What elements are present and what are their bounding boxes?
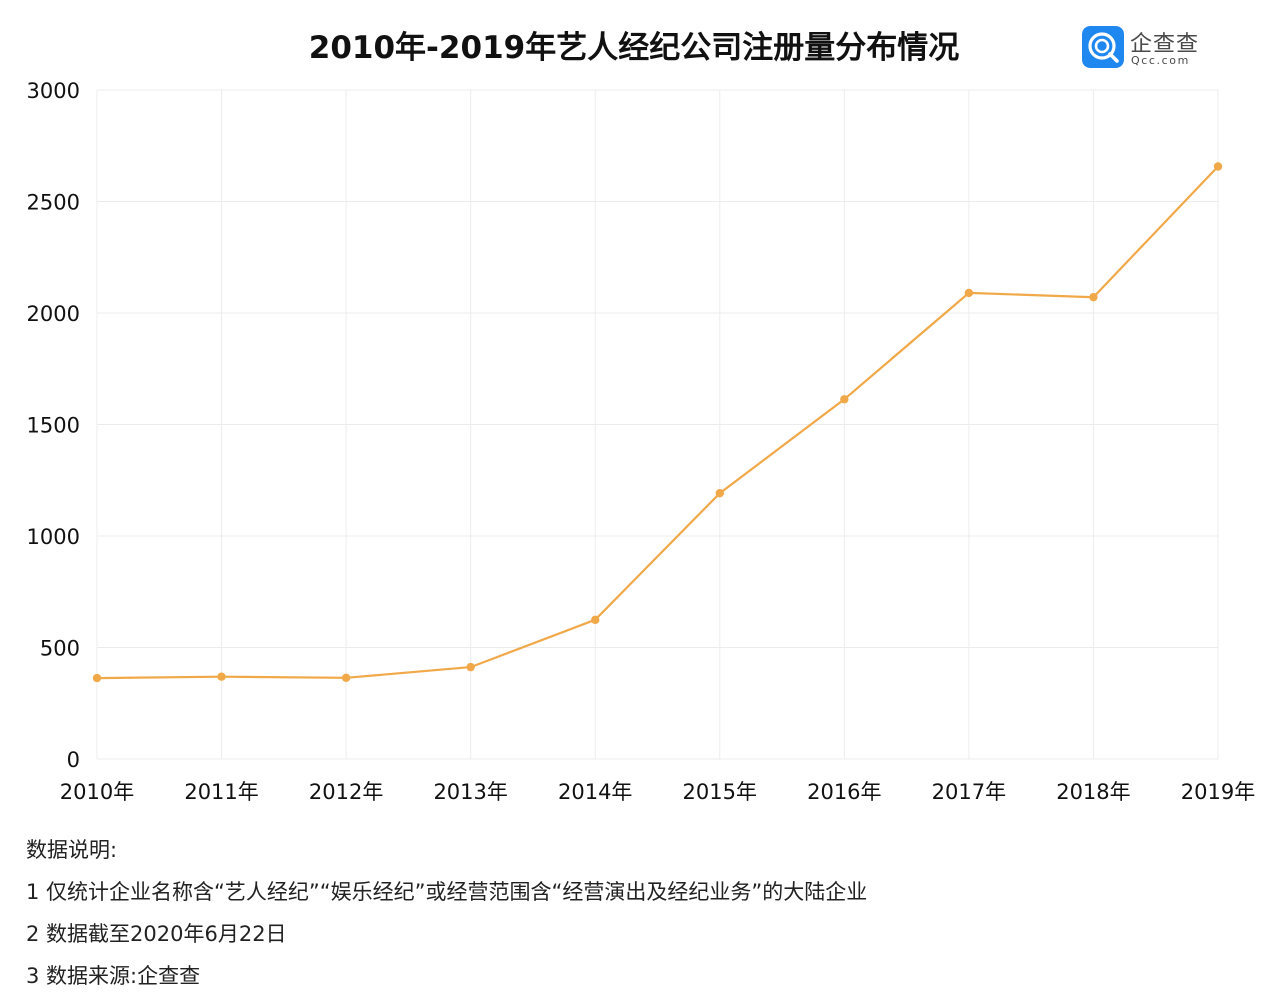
data-point	[341, 673, 351, 683]
data-point	[92, 673, 102, 683]
x-tick-label: 2013年	[433, 780, 507, 804]
data-point	[1089, 292, 1098, 302]
logo-name: 企查查	[1130, 32, 1200, 57]
x-tick-label: 2018年	[1056, 780, 1130, 804]
note-line-2: 2 数据截至2020年6月22日	[26, 922, 287, 946]
data-point	[591, 615, 600, 625]
data-point	[715, 488, 724, 498]
x-tick-label: 2019年	[1181, 780, 1255, 804]
qcc-q-search-icon	[1082, 26, 1124, 68]
x-tick-label: 2010年	[60, 780, 134, 804]
qcc-logo: 企查查 Qcc.com	[1082, 26, 1242, 70]
notes-heading: 数据说明:	[26, 838, 118, 862]
x-tick-label: 2017年	[932, 780, 1006, 804]
note-line-1: 1 仅统计企业名称含“艺人经纪”“娱乐经纪”或经营范围含“经营演出及经纪业务”的…	[26, 880, 868, 904]
x-tick-label: 2012年	[309, 780, 383, 804]
y-tick-label: 3000	[27, 79, 80, 103]
y-tick-label: 2000	[27, 302, 80, 326]
data-notes: 数据说明: 1 仅统计企业名称含“艺人经纪”“娱乐经纪”或经营范围含“经营演出及…	[26, 836, 867, 1004]
y-tick-label: 1000	[27, 525, 80, 549]
series-points	[92, 162, 1223, 683]
chart-title: 2010年-2019年艺人经纪公司注册量分布情况	[308, 30, 960, 66]
x-tick-label: 2016年	[807, 780, 881, 804]
data-point	[964, 288, 974, 298]
logo-domain: Qcc.com	[1131, 54, 1190, 67]
y-tick-label: 500	[40, 637, 80, 661]
line-chart: 0 500 1000 1500 2000 2500 3000 2010年 2011年 2012年…	[27, 79, 1256, 804]
x-tick-label: 2014年	[558, 780, 632, 804]
y-axis-ticks: 0 500 1000 1500 2000 2500 3000	[27, 79, 80, 772]
x-tick-label: 2015年	[683, 780, 757, 804]
series-line	[96, 165, 1219, 680]
x-tick-label: 2011年	[184, 780, 258, 804]
y-tick-label: 2500	[27, 191, 80, 215]
chart-grid	[96, 89, 1219, 760]
y-tick-label: 0	[67, 748, 80, 772]
data-point	[840, 395, 849, 404]
y-tick-label: 1500	[27, 414, 80, 438]
data-point	[466, 662, 475, 672]
x-axis-ticks: 2010年 2011年 2012年 2013年 2014年 2015年 2016年 2017年…	[60, 780, 1255, 804]
data-point	[1213, 162, 1223, 171]
note-line-3: 3 数据来源:企查查	[26, 964, 201, 988]
data-point	[217, 672, 226, 681]
